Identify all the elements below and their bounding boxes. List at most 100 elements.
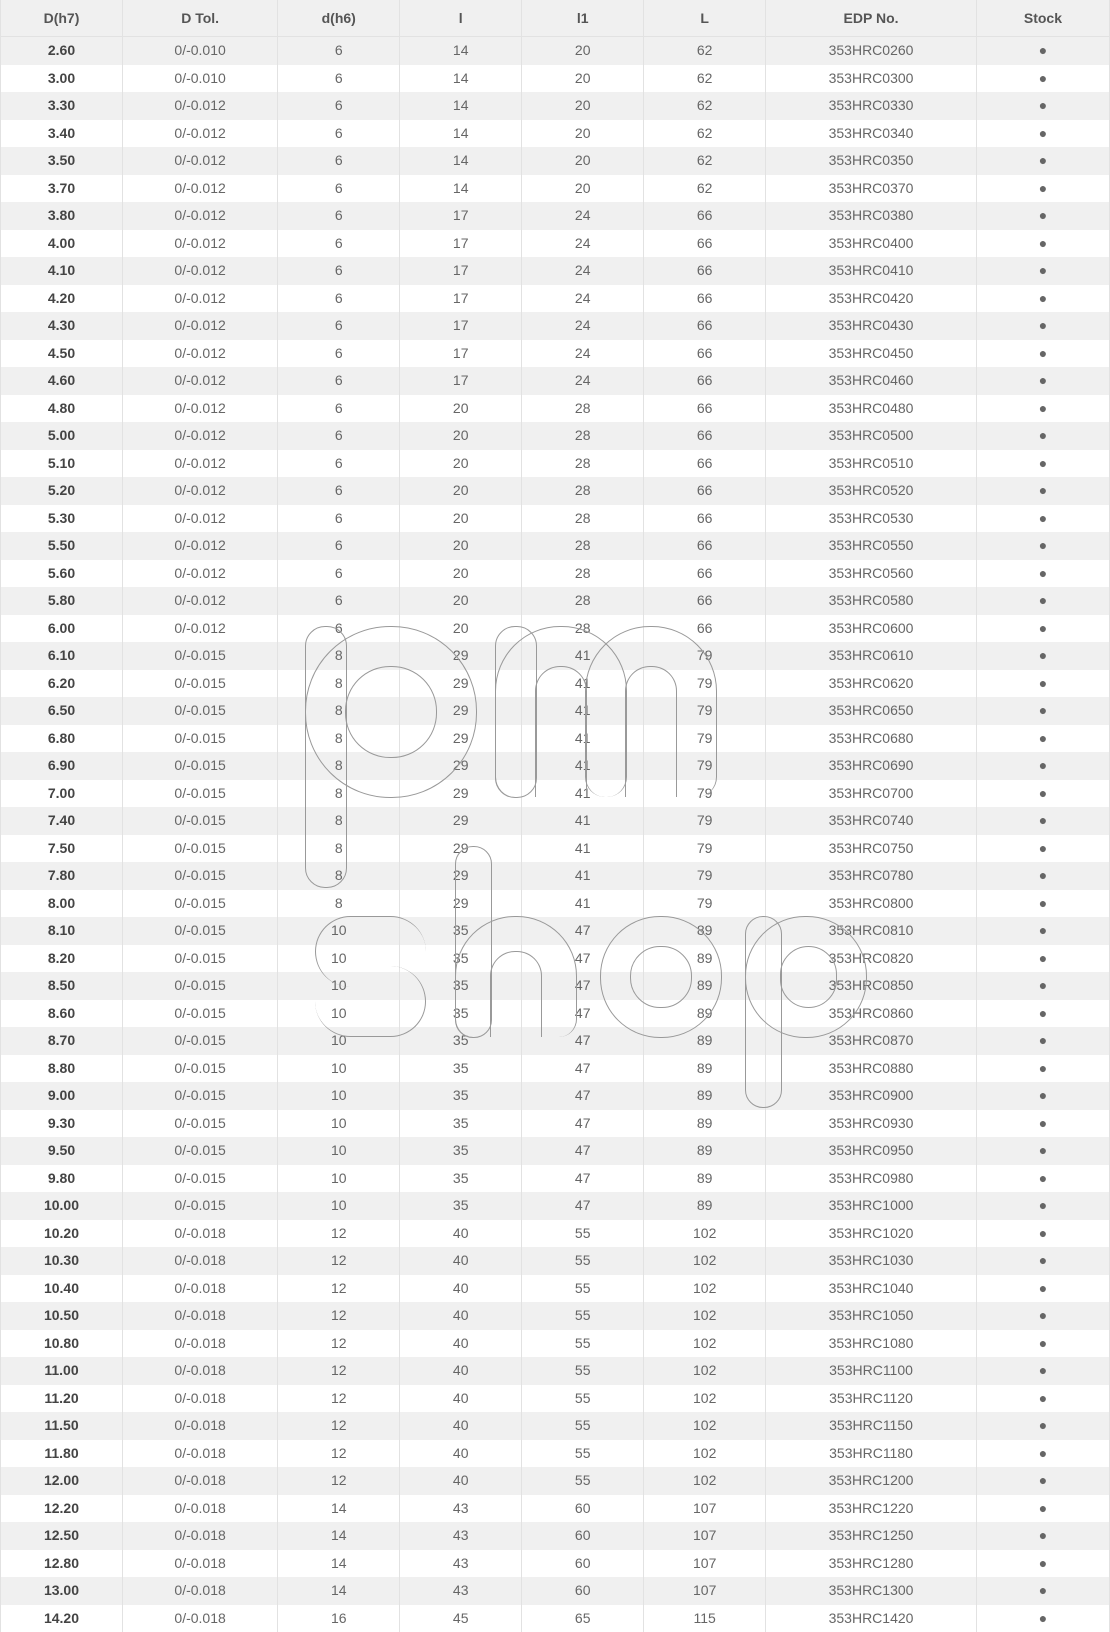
cell-4: 28 (522, 615, 644, 643)
cell-3: 17 (400, 312, 522, 340)
table-row: 11.500/-0.018124055102353HRC1150● (1, 1412, 1110, 1440)
cell-5: 79 (644, 670, 766, 698)
cell-3: 20 (400, 422, 522, 450)
cell-4: 41 (522, 725, 644, 753)
cell-0: 3.30 (1, 92, 123, 120)
cell-7: ● (976, 1082, 1109, 1110)
table-row: 12.000/-0.018124055102353HRC1200● (1, 1467, 1110, 1495)
cell-7: ● (976, 1000, 1109, 1028)
cell-6: 353HRC0340 (766, 120, 977, 148)
cell-4: 41 (522, 890, 644, 918)
cell-2: 6 (278, 532, 400, 560)
cell-0: 5.60 (1, 560, 123, 588)
table-row: 5.200/-0.0126202866353HRC0520● (1, 477, 1110, 505)
cell-5: 102 (644, 1247, 766, 1275)
col-header-2: d(h6) (278, 0, 400, 37)
table-row: 10.200/-0.018124055102353HRC1020● (1, 1220, 1110, 1248)
cell-1: 0/-0.018 (122, 1302, 277, 1330)
cell-3: 14 (400, 92, 522, 120)
cell-1: 0/-0.018 (122, 1385, 277, 1413)
cell-3: 40 (400, 1467, 522, 1495)
cell-6: 353HRC1180 (766, 1440, 977, 1468)
cell-3: 17 (400, 230, 522, 258)
cell-6: 353HRC0510 (766, 450, 977, 478)
cell-5: 66 (644, 450, 766, 478)
cell-4: 47 (522, 1137, 644, 1165)
cell-4: 60 (522, 1550, 644, 1578)
table-row: 4.600/-0.0126172466353HRC0460● (1, 367, 1110, 395)
cell-6: 353HRC0780 (766, 862, 977, 890)
cell-2: 10 (278, 1137, 400, 1165)
cell-3: 35 (400, 945, 522, 973)
cell-1: 0/-0.015 (122, 642, 277, 670)
cell-0: 8.10 (1, 917, 123, 945)
cell-1: 0/-0.015 (122, 670, 277, 698)
cell-1: 0/-0.015 (122, 752, 277, 780)
cell-3: 20 (400, 532, 522, 560)
cell-2: 6 (278, 257, 400, 285)
cell-5: 66 (644, 367, 766, 395)
cell-2: 16 (278, 1605, 400, 1632)
cell-0: 5.00 (1, 422, 123, 450)
cell-5: 79 (644, 835, 766, 863)
cell-4: 47 (522, 1192, 644, 1220)
cell-4: 55 (522, 1467, 644, 1495)
cell-4: 47 (522, 1165, 644, 1193)
cell-2: 8 (278, 670, 400, 698)
cell-2: 10 (278, 1055, 400, 1083)
cell-4: 47 (522, 1027, 644, 1055)
cell-3: 43 (400, 1550, 522, 1578)
cell-5: 66 (644, 615, 766, 643)
spec-table: D(h7)D Tol.d(h6)ll1LEDP No.Stock 2.600/-… (0, 0, 1110, 1632)
table-row: 5.600/-0.0126202866353HRC0560● (1, 560, 1110, 588)
table-row: 8.000/-0.0158294179353HRC0800● (1, 890, 1110, 918)
cell-1: 0/-0.010 (122, 37, 277, 65)
cell-0: 4.10 (1, 257, 123, 285)
cell-6: 353HRC0880 (766, 1055, 977, 1083)
cell-2: 6 (278, 285, 400, 313)
cell-3: 35 (400, 1000, 522, 1028)
col-header-4: l1 (522, 0, 644, 37)
table-row: 6.500/-0.0158294179353HRC0650● (1, 697, 1110, 725)
cell-2: 8 (278, 642, 400, 670)
cell-0: 11.00 (1, 1357, 123, 1385)
cell-1: 0/-0.015 (122, 835, 277, 863)
cell-7: ● (976, 395, 1109, 423)
cell-3: 29 (400, 780, 522, 808)
cell-4: 24 (522, 340, 644, 368)
cell-7: ● (976, 807, 1109, 835)
cell-4: 28 (522, 450, 644, 478)
cell-5: 62 (644, 65, 766, 93)
table-row: 9.800/-0.01510354789353HRC0980● (1, 1165, 1110, 1193)
cell-7: ● (976, 257, 1109, 285)
cell-5: 89 (644, 1137, 766, 1165)
cell-6: 353HRC1250 (766, 1522, 977, 1550)
cell-7: ● (976, 1467, 1109, 1495)
table-body: 2.600/-0.0106142062353HRC0260●3.000/-0.0… (1, 37, 1110, 1632)
cell-6: 353HRC0950 (766, 1137, 977, 1165)
cell-0: 6.90 (1, 752, 123, 780)
cell-5: 102 (644, 1220, 766, 1248)
col-header-7: Stock (976, 0, 1109, 37)
cell-5: 102 (644, 1357, 766, 1385)
cell-4: 47 (522, 1110, 644, 1138)
cell-3: 43 (400, 1577, 522, 1605)
cell-6: 353HRC0500 (766, 422, 977, 450)
cell-2: 6 (278, 92, 400, 120)
cell-7: ● (976, 1302, 1109, 1330)
cell-7: ● (976, 1275, 1109, 1303)
cell-2: 12 (278, 1220, 400, 1248)
cell-5: 79 (644, 752, 766, 780)
table-row: 4.200/-0.0126172466353HRC0420● (1, 285, 1110, 313)
cell-2: 6 (278, 505, 400, 533)
cell-6: 353HRC0460 (766, 367, 977, 395)
cell-3: 35 (400, 1192, 522, 1220)
cell-5: 66 (644, 285, 766, 313)
cell-6: 353HRC0750 (766, 835, 977, 863)
cell-4: 24 (522, 257, 644, 285)
cell-4: 47 (522, 917, 644, 945)
cell-1: 0/-0.012 (122, 395, 277, 423)
cell-0: 10.80 (1, 1330, 123, 1358)
cell-0: 8.50 (1, 972, 123, 1000)
cell-6: 353HRC0370 (766, 175, 977, 203)
